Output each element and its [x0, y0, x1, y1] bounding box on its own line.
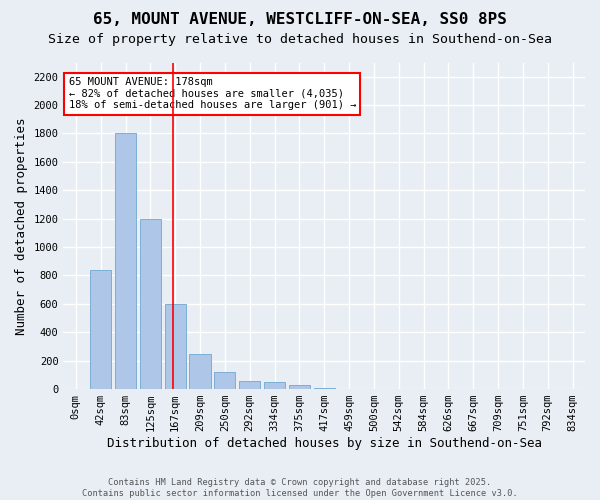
Text: 65 MOUNT AVENUE: 178sqm
← 82% of detached houses are smaller (4,035)
18% of semi: 65 MOUNT AVENUE: 178sqm ← 82% of detache…: [68, 77, 356, 110]
Bar: [90, 270, 111, 389]
Bar: [164, 304, 186, 389]
Bar: [190, 354, 211, 389]
Y-axis label: Number of detached properties: Number of detached properties: [15, 117, 28, 334]
Text: Size of property relative to detached houses in Southend-on-Sea: Size of property relative to detached ho…: [48, 32, 552, 46]
Text: Contains HM Land Registry data © Crown copyright and database right 2025.
Contai: Contains HM Land Registry data © Crown c…: [82, 478, 518, 498]
Bar: [115, 134, 136, 389]
Bar: [214, 372, 235, 389]
Bar: [264, 382, 285, 389]
Bar: [140, 218, 161, 389]
Text: 65, MOUNT AVENUE, WESTCLIFF-ON-SEA, SS0 8PS: 65, MOUNT AVENUE, WESTCLIFF-ON-SEA, SS0 …: [93, 12, 507, 28]
Bar: [314, 388, 335, 389]
Bar: [239, 380, 260, 389]
X-axis label: Distribution of detached houses by size in Southend-on-Sea: Distribution of detached houses by size …: [107, 437, 542, 450]
Bar: [289, 385, 310, 389]
